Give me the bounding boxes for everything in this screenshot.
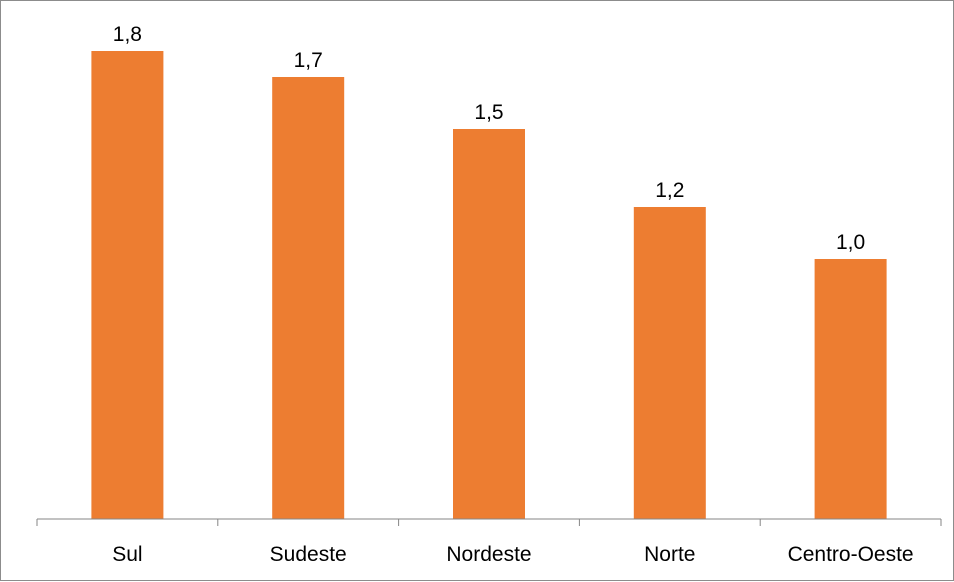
bar-nordeste bbox=[453, 129, 525, 519]
x-tick-label-sudeste: Sudeste bbox=[270, 543, 347, 566]
bar-norte bbox=[633, 207, 706, 519]
data-label-sul: 1,8 bbox=[113, 23, 142, 46]
data-labels: 1,8 1,7 1,5 1,2 1,0 bbox=[113, 23, 865, 254]
x-axis bbox=[36, 518, 942, 526]
bars-layer bbox=[91, 51, 887, 519]
x-tick-label-norte: Norte bbox=[644, 543, 695, 566]
data-label-sudeste: 1,7 bbox=[294, 49, 323, 72]
bar-centro-oeste bbox=[814, 259, 887, 519]
x-tick-labels: Sul Sudeste Nordeste Norte Centro-Oeste bbox=[112, 543, 913, 566]
x-tick-label-sul: Sul bbox=[112, 543, 142, 566]
data-label-norte: 1,2 bbox=[655, 179, 684, 202]
data-label-centro-oeste: 1,0 bbox=[836, 231, 865, 254]
data-label-nordeste: 1,5 bbox=[474, 101, 503, 124]
x-tick-label-centro-oeste: Centro-Oeste bbox=[788, 543, 914, 566]
bar-sudeste bbox=[272, 77, 345, 519]
x-tick-label-nordeste: Nordeste bbox=[446, 543, 531, 566]
bar-sul bbox=[91, 51, 164, 519]
